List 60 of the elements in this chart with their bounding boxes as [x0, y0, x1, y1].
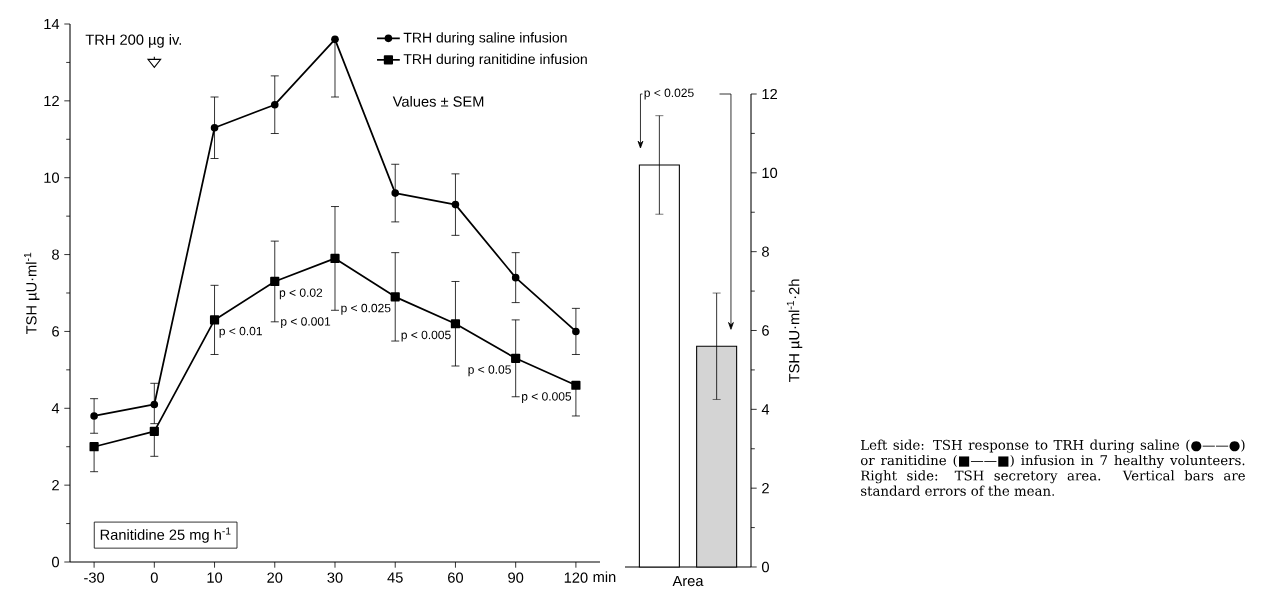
legend-label: TRH during ranitidine infusion [403, 53, 587, 67]
x-tick-label: 90 [508, 572, 524, 583]
y-tick-label: 6 [762, 325, 769, 336]
legend-label: TRH during saline infusion [403, 32, 567, 46]
x-tick-label: -30 [84, 572, 105, 583]
annotation: p < 0.02 [279, 288, 323, 300]
x-tick-label: 30 [327, 572, 343, 583]
x-tick-label: 10 [207, 572, 223, 583]
annotation: p < 0.005 [522, 392, 572, 404]
annotation: p < 0.001 [281, 317, 331, 329]
y-tick-label: 2 [762, 483, 769, 494]
x-tick-label: 45 [387, 572, 403, 583]
x-axis-title: Area [672, 575, 704, 587]
point [450, 319, 461, 329]
point [571, 380, 581, 390]
y-tick-label: 4 [51, 403, 60, 414]
y-tick-label: 10 [762, 167, 778, 179]
annotation: TRH 200 µg iv. [85, 34, 181, 48]
y-tick-label: 12 [44, 95, 59, 106]
annotation: p < 0.05 [468, 365, 511, 377]
point [451, 200, 460, 209]
y-tick-label: 0 [761, 561, 769, 573]
y-tick-label: 0 [52, 556, 60, 568]
annotation: p < 0.025 [341, 303, 391, 315]
y-tick-label: 4 [761, 404, 770, 415]
annotation: Values ± SEM [392, 95, 484, 107]
point [89, 442, 99, 452]
x-tick-label: 120 [564, 572, 588, 583]
point [331, 35, 339, 44]
point [511, 273, 520, 282]
annotation: p < 0.025 [644, 88, 694, 100]
y-axis-title: TSH µU·ml$^{-1}$·2h [786, 279, 803, 383]
y-tick-label: 2 [52, 480, 59, 491]
x-axis-title: min [593, 571, 616, 583]
x-tick-label: 60 [448, 572, 464, 583]
point [330, 253, 340, 264]
y-tick-label: 12 [762, 88, 777, 100]
annotation: p < 0.005 [401, 330, 451, 342]
point [150, 400, 159, 409]
point [572, 327, 580, 336]
y-tick-label: 8 [52, 249, 59, 260]
point [391, 189, 400, 197]
point [511, 353, 521, 363]
y-axis-title: TSH µU·ml$^{-1}$ [24, 252, 40, 334]
x-tick-label: 0 [150, 572, 158, 583]
point [390, 292, 400, 302]
y-tick-label: 10 [44, 172, 60, 183]
x-tick-label: 20 [267, 572, 283, 583]
y-tick-label: 8 [762, 246, 769, 257]
point [270, 100, 279, 109]
point [210, 123, 219, 132]
y-tick-label: 14 [44, 18, 60, 30]
point [90, 412, 98, 420]
annotation: p < 0.01 [219, 326, 262, 338]
point [209, 315, 220, 325]
y-tick-label: 6 [52, 326, 59, 337]
annotation: Ranitidine 25 mg h$^{-1}$ [100, 527, 231, 543]
point [149, 426, 159, 436]
text: Left side: TSH response to TRH during saline (●——●) or ranitidine (■——■) infusion in 7 healthy volunteers. Right side: TSH secretory area. Vertical bars are standard errors of the mean. [860, 439, 1245, 496]
point [270, 276, 280, 287]
